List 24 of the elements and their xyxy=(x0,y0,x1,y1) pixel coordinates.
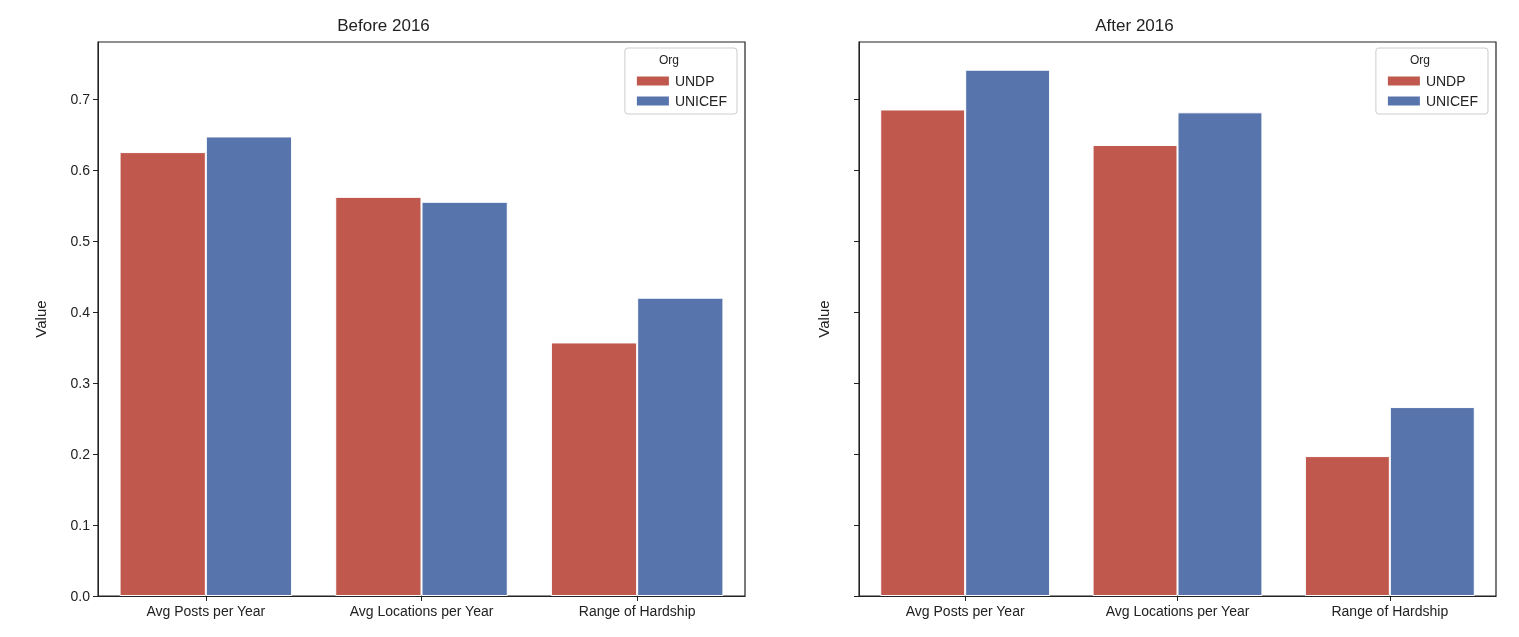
x-tick-label: Avg Posts per Year xyxy=(146,603,266,619)
x-tick-label: Avg Locations per Year xyxy=(349,603,494,619)
legend-label: UNICEF xyxy=(674,93,728,109)
legend-label: UNICEF xyxy=(1425,93,1479,109)
legend-title: Org xyxy=(659,53,680,67)
y-axis-title: Value xyxy=(32,300,49,338)
y-tick-label: 0.0 xyxy=(70,588,91,604)
x-tick-label: Avg Posts per Year xyxy=(905,603,1025,619)
y-tick-label: 0.3 xyxy=(70,374,91,391)
y-tick-label: 0.1 xyxy=(70,516,91,533)
x-tick-label: Range of Hardship xyxy=(578,603,696,619)
y-tick-label: 0.5 xyxy=(70,232,91,249)
y-tick-label: 0.4 xyxy=(70,303,91,320)
x-tick-label: Avg Locations per Year xyxy=(1105,603,1250,619)
legend-label: UNDP xyxy=(674,73,715,89)
y-tick-label: 0.2 xyxy=(70,445,91,462)
y-tick-label: 0.7 xyxy=(70,90,91,107)
legend-title: Org xyxy=(1410,53,1431,67)
y-tick-label: 0.6 xyxy=(70,161,91,178)
y-axis-title: Value xyxy=(815,300,832,338)
x-tick-label: Range of Hardship xyxy=(1331,603,1449,619)
chart-title: Before 2016 xyxy=(337,16,430,35)
legend-label: UNDP xyxy=(1425,73,1466,89)
chart-title: After 2016 xyxy=(1095,16,1174,35)
